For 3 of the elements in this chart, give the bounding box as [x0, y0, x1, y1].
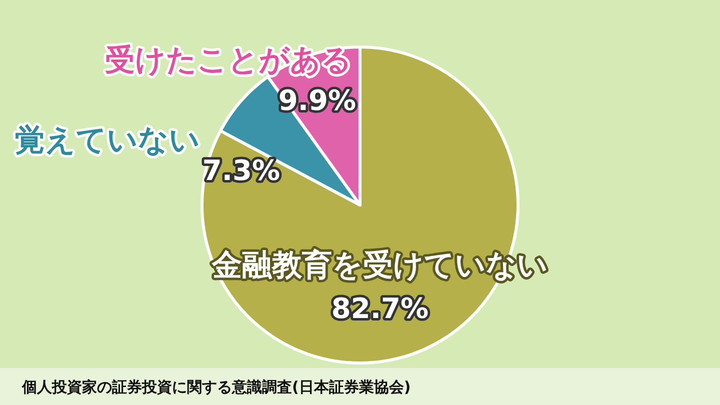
text: 個人投資家の証券投資に関する意識調査(日本証券業協会): [21, 378, 411, 396]
data-label: 82.7%: [331, 292, 429, 325]
slice-label: 覚えていない: [15, 123, 200, 158]
